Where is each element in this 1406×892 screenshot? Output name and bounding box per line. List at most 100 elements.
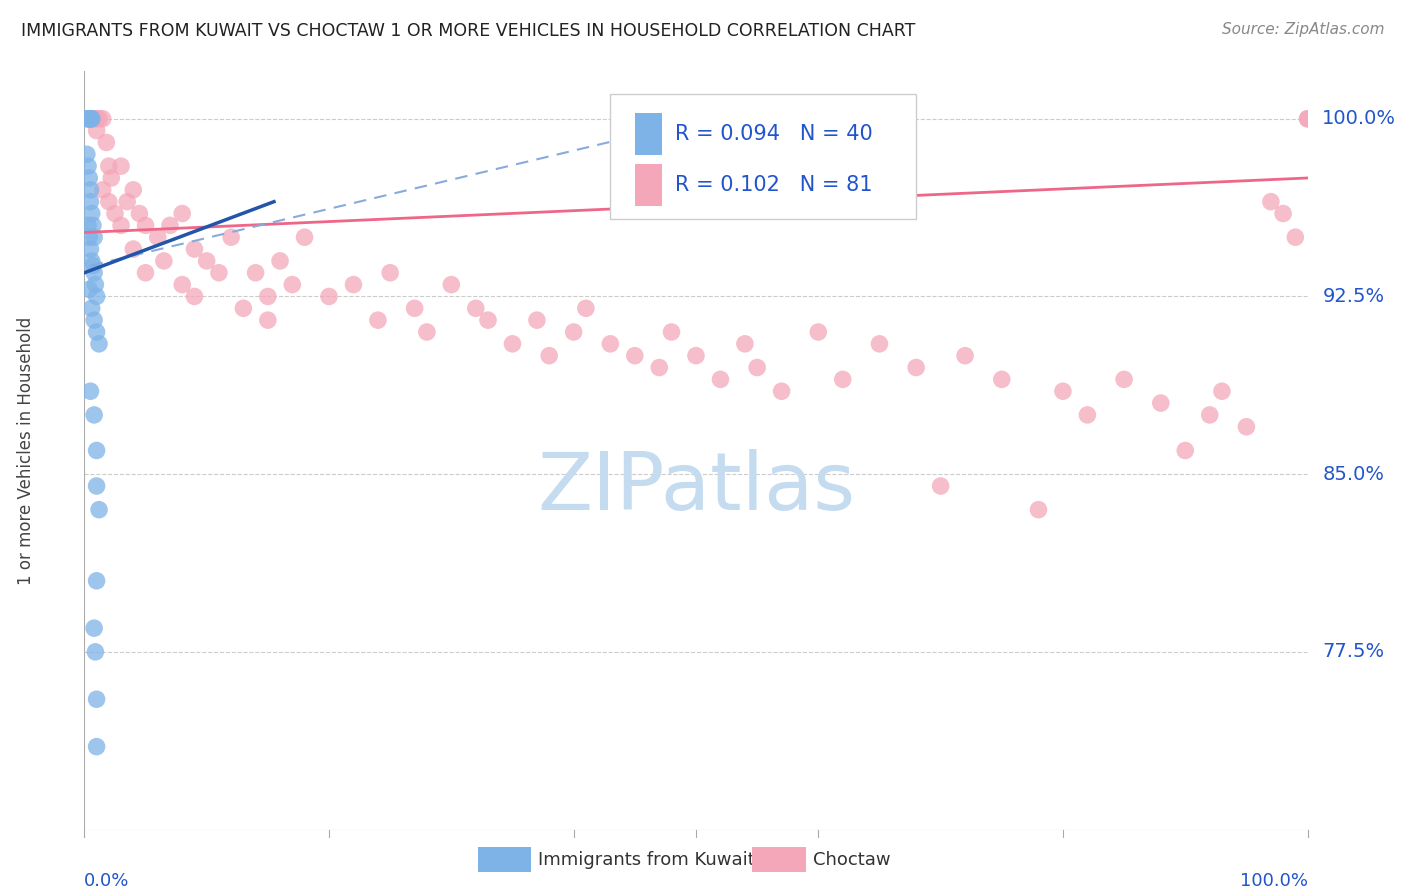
Point xyxy=(172,277,194,292)
Text: Choctaw: Choctaw xyxy=(813,851,890,869)
FancyBboxPatch shape xyxy=(610,95,917,219)
Point xyxy=(1052,384,1074,399)
Point xyxy=(747,360,769,375)
Point xyxy=(77,159,100,173)
Point xyxy=(83,112,105,126)
Point xyxy=(257,313,280,327)
Point xyxy=(770,384,793,399)
Point xyxy=(526,313,548,327)
Point xyxy=(83,266,105,280)
Point xyxy=(122,183,145,197)
Point xyxy=(128,206,150,220)
Text: IMMIGRANTS FROM KUWAIT VS CHOCTAW 1 OR MORE VEHICLES IN HOUSEHOLD CORRELATION CH: IMMIGRANTS FROM KUWAIT VS CHOCTAW 1 OR M… xyxy=(21,22,915,40)
Point xyxy=(1150,396,1173,410)
Point xyxy=(86,574,108,588)
Point xyxy=(97,159,120,173)
Point xyxy=(367,313,389,327)
Point xyxy=(502,336,524,351)
Point xyxy=(709,372,731,386)
Point xyxy=(79,112,101,126)
Point xyxy=(159,219,181,233)
Point xyxy=(219,230,242,244)
Point xyxy=(281,277,304,292)
Point xyxy=(575,301,598,316)
Point xyxy=(86,123,108,137)
Point xyxy=(82,259,104,273)
Point xyxy=(1284,230,1306,244)
Point xyxy=(87,112,110,126)
Text: 100.0%: 100.0% xyxy=(1322,109,1396,128)
Text: ZIPatlas: ZIPatlas xyxy=(537,450,855,527)
Point xyxy=(208,266,231,280)
Point xyxy=(77,112,100,126)
Point xyxy=(77,171,100,186)
Point xyxy=(86,112,108,126)
Point xyxy=(1076,408,1098,422)
Point xyxy=(318,289,340,303)
Point xyxy=(83,408,105,422)
Point xyxy=(172,206,194,220)
Point xyxy=(146,230,169,244)
Point xyxy=(86,692,108,706)
Point xyxy=(76,112,98,126)
Text: Immigrants from Kuwait: Immigrants from Kuwait xyxy=(538,851,755,869)
Point xyxy=(183,242,205,256)
Point xyxy=(624,349,647,363)
Point xyxy=(83,313,105,327)
Point xyxy=(464,301,486,316)
Point xyxy=(869,336,891,351)
Point xyxy=(86,325,108,339)
Text: 1 or more Vehicles in Household: 1 or more Vehicles in Household xyxy=(17,317,35,584)
Point xyxy=(80,112,103,126)
Point xyxy=(87,336,110,351)
Point xyxy=(122,242,145,256)
Point xyxy=(86,479,108,493)
Text: 92.5%: 92.5% xyxy=(1322,287,1385,306)
Point xyxy=(1296,112,1319,126)
Point xyxy=(807,325,830,339)
Point xyxy=(79,112,101,126)
Point xyxy=(84,277,107,292)
Point xyxy=(734,336,756,351)
Point xyxy=(79,384,101,399)
Bar xyxy=(636,164,662,206)
Text: 0.0%: 0.0% xyxy=(84,872,129,890)
Point xyxy=(416,325,439,339)
Point xyxy=(294,230,316,244)
Point xyxy=(183,289,205,303)
Point xyxy=(232,301,254,316)
Point xyxy=(269,253,291,268)
Point xyxy=(79,183,101,197)
Point xyxy=(86,443,108,458)
Point xyxy=(1174,443,1197,458)
Point xyxy=(599,336,621,351)
Point xyxy=(477,313,499,327)
Text: 100.0%: 100.0% xyxy=(1240,872,1308,890)
Point xyxy=(76,147,98,161)
Point xyxy=(195,253,218,268)
Point xyxy=(648,360,671,375)
Point xyxy=(153,253,176,268)
Point xyxy=(953,349,976,363)
Text: 77.5%: 77.5% xyxy=(1322,642,1385,661)
Point xyxy=(538,349,561,363)
Point xyxy=(77,112,100,126)
Point xyxy=(84,645,107,659)
Point xyxy=(100,171,122,186)
Point xyxy=(1211,384,1233,399)
Point xyxy=(97,194,120,209)
Point xyxy=(1236,419,1258,434)
Point xyxy=(404,301,426,316)
Point xyxy=(77,230,100,244)
Point xyxy=(440,277,463,292)
Point xyxy=(79,242,101,256)
Point xyxy=(135,266,157,280)
Point xyxy=(77,112,100,126)
Point xyxy=(77,219,100,233)
Point xyxy=(77,282,100,296)
Point xyxy=(79,112,101,126)
Bar xyxy=(636,113,662,155)
Point xyxy=(110,219,132,233)
Point xyxy=(86,739,108,754)
Point xyxy=(91,112,114,126)
